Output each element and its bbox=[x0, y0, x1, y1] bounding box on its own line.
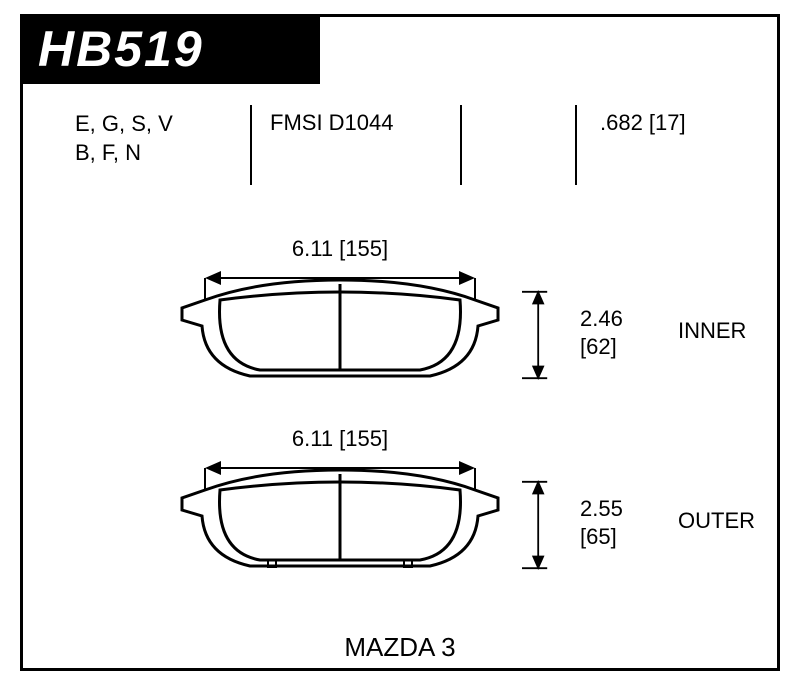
inner-pad-shape bbox=[180, 278, 500, 388]
inner-width-label: 6.11 [155] bbox=[180, 236, 500, 262]
title-bar: HB519 bbox=[20, 14, 320, 84]
outer-height-in: 2.55 bbox=[580, 495, 623, 523]
outer-height-mm: [65] bbox=[580, 523, 623, 551]
inner-height-text: 2.46 [62] bbox=[580, 305, 623, 360]
divider-2 bbox=[460, 105, 462, 185]
vehicle-label: MAZDA 3 bbox=[0, 632, 800, 663]
meta-row: E, G, S, V B, F, N FMSI D1044 .682 [17] bbox=[20, 110, 780, 190]
outer-height-arrow bbox=[520, 480, 560, 570]
inner-height-mm: [62] bbox=[580, 333, 623, 361]
divider-3 bbox=[575, 105, 577, 185]
outer-width-label: 6.11 [155] bbox=[180, 426, 500, 452]
inner-height-in: 2.46 bbox=[580, 305, 623, 333]
thickness-value: .682 [17] bbox=[600, 110, 686, 136]
divider-1 bbox=[250, 105, 252, 185]
options-line1: E, G, S, V bbox=[75, 110, 173, 139]
outer-height-text: 2.55 [65] bbox=[580, 495, 623, 550]
options-line2: B, F, N bbox=[75, 139, 173, 168]
inner-height-arrow bbox=[520, 290, 560, 380]
diagram-area: 6.11 [155] 2.46 [62] INNE bbox=[0, 220, 800, 631]
outer-pad-shape bbox=[180, 468, 500, 578]
inner-position-label: INNER bbox=[678, 318, 746, 344]
part-number: HB519 bbox=[38, 20, 204, 78]
outer-position-label: OUTER bbox=[678, 508, 755, 534]
options-codes: E, G, S, V B, F, N bbox=[75, 110, 173, 167]
fmsi-code: FMSI D1044 bbox=[270, 110, 394, 136]
